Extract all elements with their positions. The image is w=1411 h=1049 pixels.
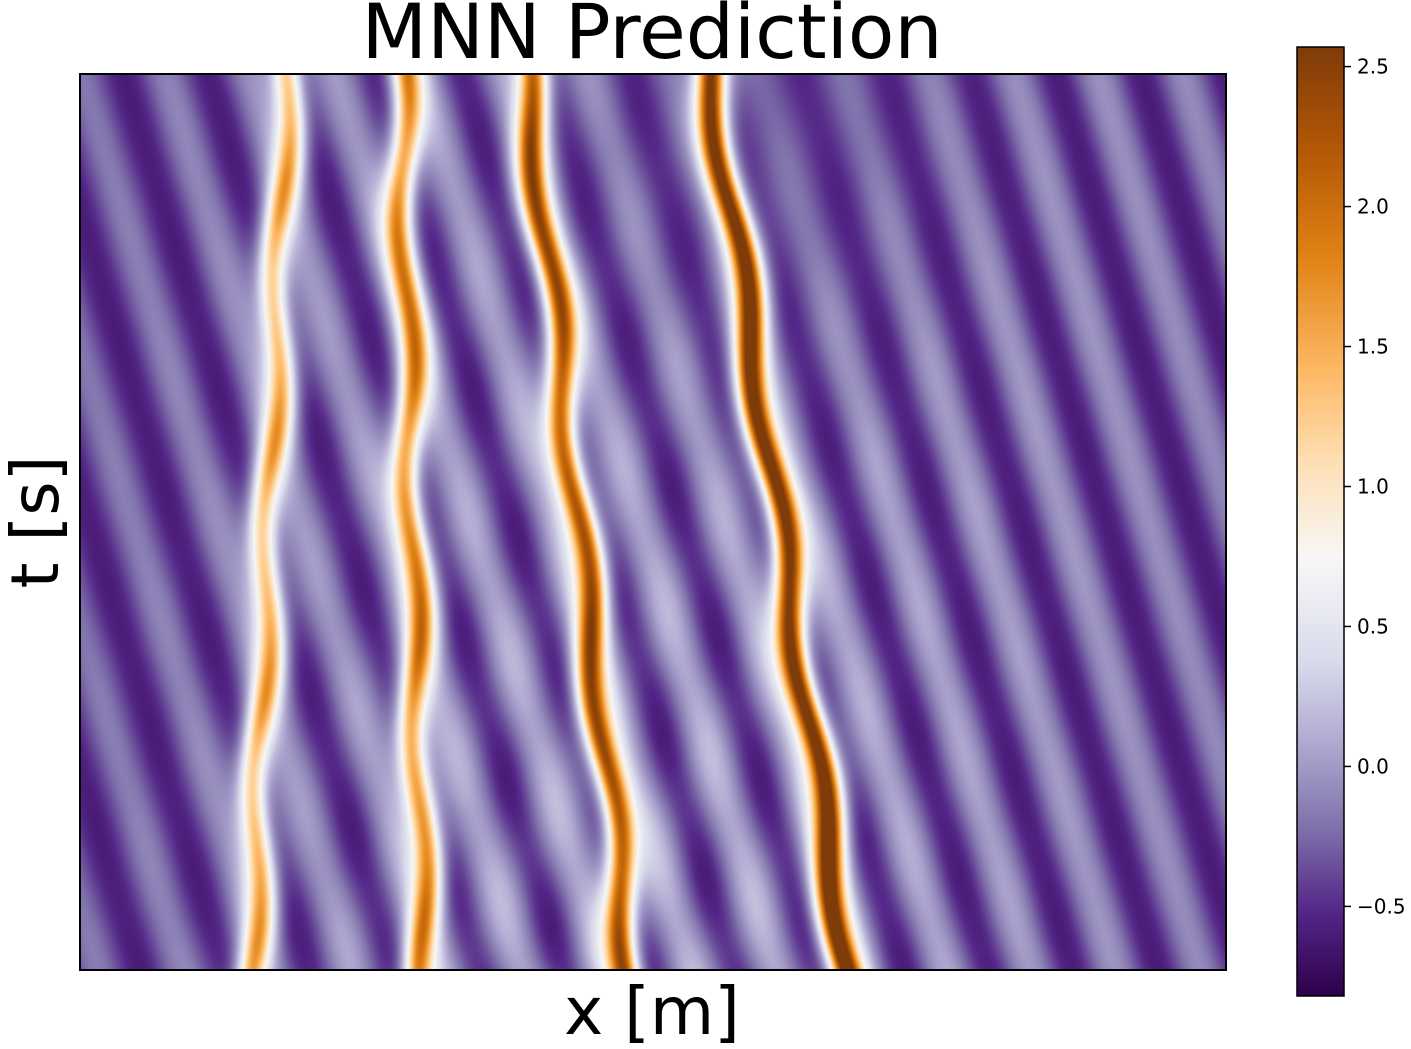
colorbar: 2.5 2.0 1.5 1.0 0.5 0.0 −0.5 xyxy=(1296,46,1406,997)
x-axis-label: x [m] xyxy=(564,973,740,1049)
y-axis-label: t [s] xyxy=(0,456,74,589)
colorbar-tick-label: 1.0 xyxy=(1357,475,1389,499)
heatmap-image xyxy=(80,74,1226,970)
chart-title: MNN Prediction xyxy=(362,0,943,76)
colorbar-bar xyxy=(1296,46,1345,997)
colorbar-tick-label: −0.5 xyxy=(1357,894,1406,918)
colorbar-tick-label: 2.5 xyxy=(1357,55,1389,79)
plot-frame xyxy=(79,73,1227,971)
colorbar-tick-label: 2.0 xyxy=(1357,195,1389,219)
colorbar-tick-label: 0.5 xyxy=(1357,614,1389,638)
colorbar-tick-label: 0.0 xyxy=(1357,754,1389,778)
plot-area xyxy=(79,73,1227,971)
colorbar-tick-label: 1.5 xyxy=(1357,335,1389,359)
colorbar-ticks: 2.5 2.0 1.5 1.0 0.5 0.0 −0.5 xyxy=(1344,55,1406,918)
